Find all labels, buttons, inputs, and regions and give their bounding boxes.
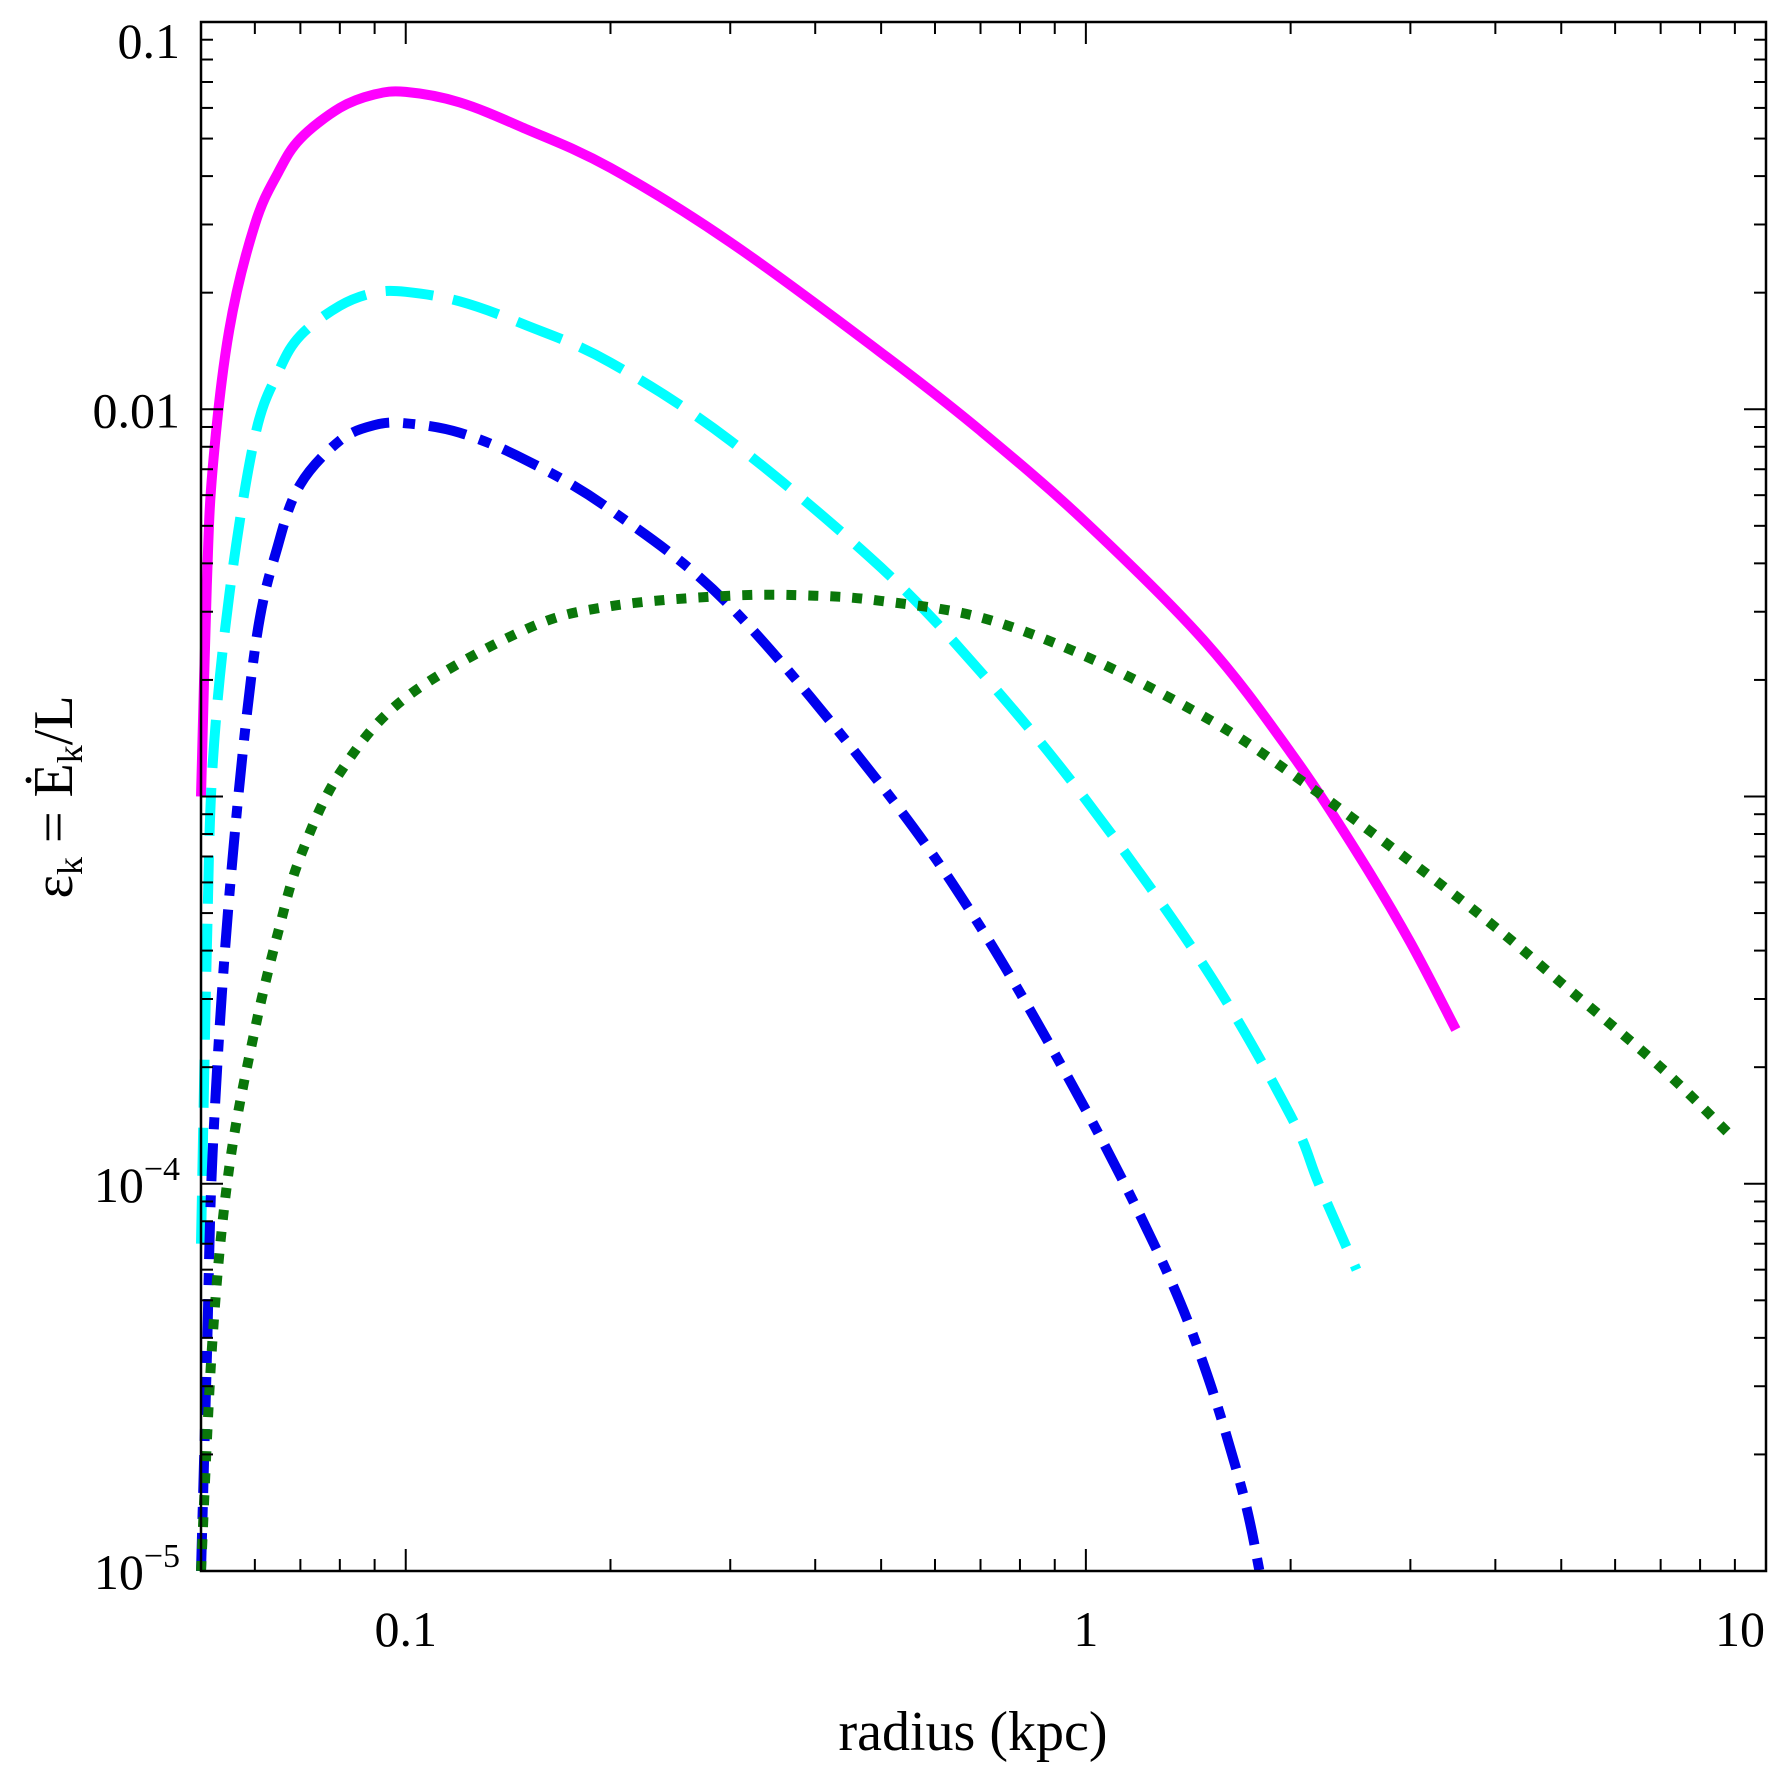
y-label-edot: Ė [23, 763, 85, 797]
y-label-symbol: ε [23, 875, 85, 899]
series-line-magenta-solid [196, 86, 1461, 1032]
y-label-tail: /L [23, 695, 85, 745]
y-label-eq: = [23, 797, 85, 857]
y-tick-label: 10−4 [94, 1151, 180, 1213]
y-tick-label: 10−5 [94, 1538, 180, 1600]
y-tick-label: 0.01 [93, 382, 181, 438]
x-axis-label: radius (kpc) [838, 1701, 1107, 1763]
series-line-blue-dash-dot [196, 417, 1265, 1573]
y-axis-label: εk = Ėk/L [23, 695, 90, 898]
series-layer [196, 86, 1739, 1573]
y-label-sub2: k [50, 745, 90, 763]
series-magenta-solid [196, 86, 1461, 1032]
y-tick-label: 0.1 [118, 13, 181, 69]
y-label-sub: k [50, 857, 90, 875]
series-cyan-dashed [196, 285, 1362, 1272]
x-tick-label: 1 [1073, 1601, 1098, 1657]
x-tick-label: 0.1 [374, 1601, 437, 1657]
series-line-cyan-dashed [196, 285, 1362, 1272]
x-tick-label: 10 [1715, 1601, 1765, 1657]
plot-frame [199, 20, 1768, 1573]
tick-labels: 0.1 1 10 0.1 0.01 10−4 10−5 [93, 13, 1766, 1657]
series-blue-dash-dot [196, 417, 1265, 1573]
